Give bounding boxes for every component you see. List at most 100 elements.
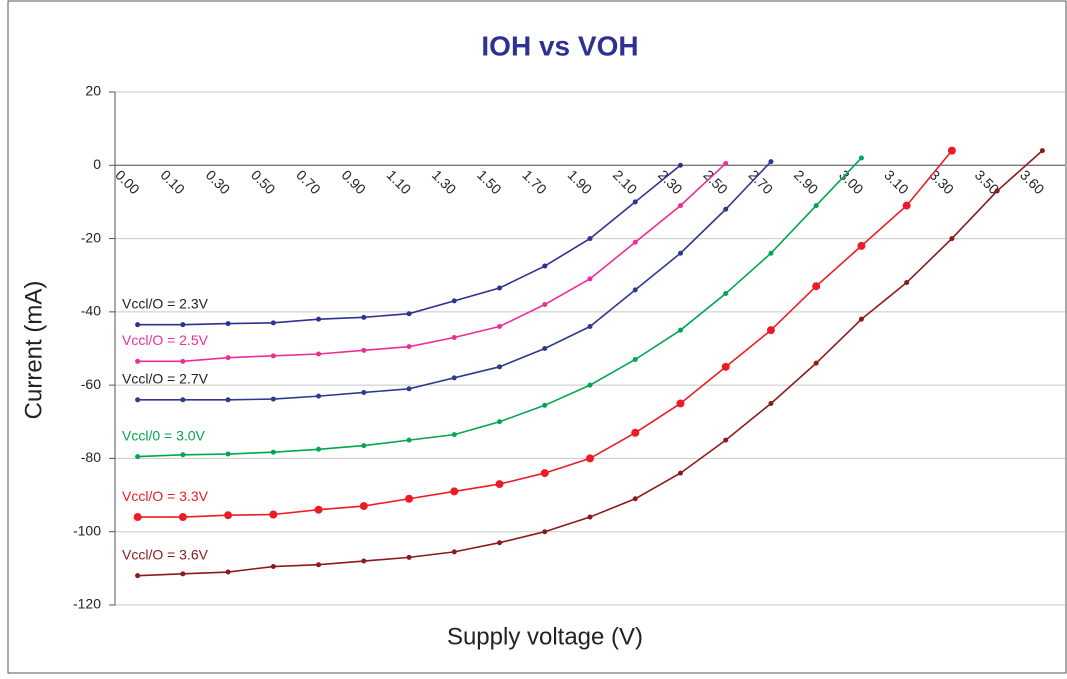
y-tick-label: 20 [85, 83, 101, 99]
y-tick-label: -80 [81, 449, 101, 465]
point [497, 285, 503, 291]
point [133, 513, 142, 522]
point [361, 314, 367, 320]
series-label: Vccl/O = 2.3V [122, 295, 209, 311]
x-tick-label: 1.30 [429, 167, 460, 198]
point [495, 480, 504, 489]
point [269, 510, 278, 519]
x-axis-label: Supply voltage (V) [447, 623, 643, 650]
x-tick-label: 3.10 [881, 167, 912, 198]
point [542, 346, 548, 351]
point [406, 554, 412, 560]
point [587, 514, 593, 520]
point [225, 451, 231, 457]
point [587, 236, 593, 242]
point [270, 396, 276, 402]
x-tick-label: 1.50 [474, 167, 505, 198]
series-label: Vccl/O = 3.3V [122, 488, 209, 504]
point [813, 360, 819, 366]
point [497, 419, 503, 425]
x-tick-label: 0.70 [293, 167, 324, 198]
series-line [137, 162, 727, 363]
point [768, 159, 774, 165]
point [180, 571, 186, 577]
x-tick-label: 3.60 [1017, 167, 1048, 198]
x-tick-label: 1.90 [565, 167, 596, 198]
x-tick-label: 3.30 [927, 167, 958, 198]
point [180, 322, 186, 328]
x-tick-label: 1.10 [384, 167, 415, 198]
point [677, 470, 683, 476]
point [359, 502, 368, 511]
point [542, 529, 548, 535]
y-tick-label: -60 [81, 376, 101, 392]
point [135, 322, 141, 328]
point [587, 382, 593, 388]
point [542, 302, 548, 308]
point [316, 562, 322, 568]
point [587, 276, 593, 282]
chart-title: IOH vs VOH [481, 30, 638, 61]
point [316, 316, 322, 322]
point [857, 241, 866, 250]
point [225, 569, 231, 575]
point [768, 250, 774, 256]
point [406, 386, 412, 392]
point [1039, 148, 1045, 154]
point [858, 155, 864, 161]
point [812, 282, 821, 291]
point [676, 399, 685, 408]
point [451, 432, 457, 438]
point [361, 389, 367, 395]
point [316, 351, 322, 357]
point [497, 324, 503, 330]
y-tick-label: -100 [73, 522, 101, 538]
point [902, 201, 911, 210]
y-tick-label: -20 [81, 229, 101, 245]
x-tick-label: 0.00 [112, 167, 143, 198]
series-label: Vccl/O = 2.7V [122, 371, 209, 387]
point [135, 573, 141, 579]
x-tick-label: 1.70 [519, 167, 550, 198]
point [723, 437, 729, 443]
frame [7, 0, 1067, 674]
series-line [137, 157, 863, 458]
point [270, 449, 276, 455]
x-tick-label: 0.30 [203, 167, 234, 198]
point [225, 321, 231, 327]
series-line [137, 150, 953, 518]
point [540, 469, 549, 478]
point [135, 397, 141, 403]
point [361, 347, 367, 353]
point [180, 397, 186, 403]
point [542, 263, 548, 269]
point [316, 446, 322, 452]
point [858, 316, 864, 322]
series-label: Vccl/0 = 3.0V [122, 427, 206, 443]
y-tick-label: -120 [73, 596, 101, 612]
point [677, 327, 683, 333]
point [904, 280, 910, 286]
point [270, 564, 276, 570]
point [947, 146, 956, 155]
point [723, 291, 729, 297]
point [451, 298, 457, 304]
point [723, 206, 729, 212]
point [225, 397, 231, 403]
series-label: Vccl/O = 2.5V [122, 332, 209, 348]
point [270, 353, 276, 359]
y-axis-label: Current (mA) [20, 281, 47, 420]
point [451, 335, 457, 341]
x-tick-label: 2.10 [610, 167, 641, 198]
point [994, 188, 1000, 194]
point [178, 513, 187, 522]
point [451, 549, 457, 555]
point [542, 402, 548, 408]
x-tick-label: 0.50 [248, 167, 279, 198]
point [316, 393, 322, 399]
point [632, 287, 638, 293]
y-tick-label: -40 [81, 303, 101, 319]
point [180, 452, 186, 458]
point [631, 428, 640, 437]
